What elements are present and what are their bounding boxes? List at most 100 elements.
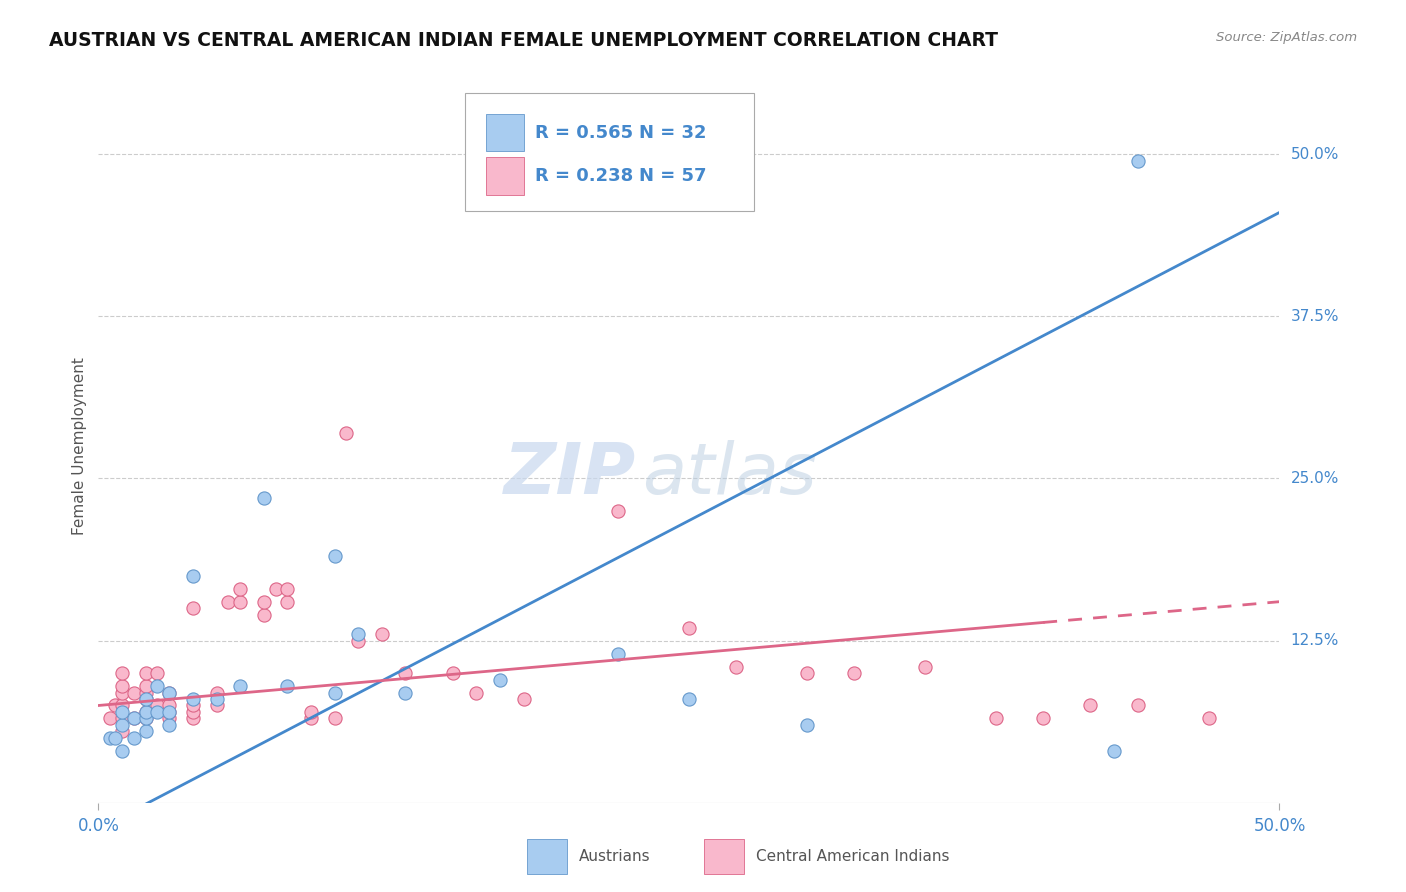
FancyBboxPatch shape bbox=[527, 838, 567, 874]
Austrians bbox=[253, 491, 276, 505]
Central American Indians bbox=[98, 711, 121, 725]
Central American Indians bbox=[347, 633, 370, 648]
Text: 37.5%: 37.5% bbox=[1291, 309, 1339, 324]
Central American Indians bbox=[229, 582, 252, 596]
Central American Indians bbox=[299, 705, 322, 719]
Central American Indians bbox=[607, 504, 630, 518]
Central American Indians bbox=[135, 666, 157, 681]
Austrians bbox=[98, 731, 121, 745]
Central American Indians bbox=[984, 711, 1007, 725]
Central American Indians bbox=[181, 698, 204, 713]
Austrians bbox=[146, 679, 169, 693]
Central American Indians bbox=[135, 679, 157, 693]
FancyBboxPatch shape bbox=[486, 114, 523, 152]
Austrians bbox=[323, 685, 346, 699]
Austrians bbox=[1102, 744, 1125, 758]
Austrians bbox=[104, 731, 127, 745]
Central American Indians bbox=[914, 659, 936, 673]
Central American Indians bbox=[229, 595, 252, 609]
Central American Indians bbox=[111, 724, 134, 739]
Central American Indians bbox=[394, 666, 416, 681]
Central American Indians bbox=[371, 627, 394, 641]
Central American Indians bbox=[276, 595, 298, 609]
Austrians bbox=[1126, 153, 1149, 168]
Central American Indians bbox=[205, 685, 228, 699]
FancyBboxPatch shape bbox=[486, 157, 523, 194]
Central American Indians bbox=[111, 666, 134, 681]
Text: 25.0%: 25.0% bbox=[1291, 471, 1339, 486]
Central American Indians bbox=[111, 679, 134, 693]
Text: 50.0%: 50.0% bbox=[1291, 146, 1339, 161]
Central American Indians bbox=[1198, 711, 1220, 725]
Central American Indians bbox=[1032, 711, 1054, 725]
Central American Indians bbox=[146, 666, 169, 681]
Central American Indians bbox=[135, 685, 157, 699]
Central American Indians bbox=[135, 705, 157, 719]
Central American Indians bbox=[157, 711, 180, 725]
Central American Indians bbox=[678, 621, 700, 635]
Central American Indians bbox=[111, 685, 134, 699]
Text: Central American Indians: Central American Indians bbox=[756, 849, 950, 863]
Austrians bbox=[229, 679, 252, 693]
Central American Indians bbox=[135, 692, 157, 706]
Austrians bbox=[157, 685, 180, 699]
Austrians bbox=[607, 647, 630, 661]
Central American Indians bbox=[181, 705, 204, 719]
Austrians bbox=[135, 692, 157, 706]
Austrians bbox=[205, 692, 228, 706]
Central American Indians bbox=[1126, 698, 1149, 713]
Austrians bbox=[181, 692, 204, 706]
Central American Indians bbox=[157, 705, 180, 719]
Text: 12.5%: 12.5% bbox=[1291, 633, 1339, 648]
Austrians bbox=[157, 718, 180, 732]
Austrians bbox=[111, 705, 134, 719]
Austrians bbox=[157, 705, 180, 719]
Austrians bbox=[122, 731, 145, 745]
Central American Indians bbox=[335, 425, 357, 440]
Central American Indians bbox=[135, 711, 157, 725]
Austrians bbox=[111, 718, 134, 732]
Central American Indians bbox=[725, 659, 748, 673]
Central American Indians bbox=[441, 666, 464, 681]
Austrians bbox=[678, 692, 700, 706]
Text: atlas: atlas bbox=[641, 440, 817, 509]
Text: Source: ZipAtlas.com: Source: ZipAtlas.com bbox=[1216, 31, 1357, 45]
Central American Indians bbox=[181, 601, 204, 615]
Austrians bbox=[135, 724, 157, 739]
Central American Indians bbox=[111, 698, 134, 713]
Central American Indians bbox=[465, 685, 488, 699]
Text: Austrians: Austrians bbox=[579, 849, 651, 863]
Central American Indians bbox=[299, 711, 322, 725]
Central American Indians bbox=[264, 582, 287, 596]
Central American Indians bbox=[111, 711, 134, 725]
Austrians bbox=[796, 718, 818, 732]
Austrians bbox=[146, 705, 169, 719]
FancyBboxPatch shape bbox=[464, 93, 754, 211]
Austrians bbox=[122, 711, 145, 725]
Central American Indians bbox=[122, 711, 145, 725]
FancyBboxPatch shape bbox=[704, 838, 744, 874]
Austrians bbox=[135, 705, 157, 719]
Austrians bbox=[489, 673, 512, 687]
Central American Indians bbox=[146, 698, 169, 713]
Austrians bbox=[394, 685, 416, 699]
Central American Indians bbox=[844, 666, 866, 681]
Text: N = 57: N = 57 bbox=[640, 167, 707, 185]
Austrians bbox=[181, 568, 204, 582]
Austrians bbox=[135, 711, 157, 725]
Central American Indians bbox=[253, 607, 276, 622]
Austrians bbox=[276, 679, 298, 693]
Central American Indians bbox=[122, 685, 145, 699]
Central American Indians bbox=[205, 698, 228, 713]
Central American Indians bbox=[157, 685, 180, 699]
Central American Indians bbox=[1080, 698, 1102, 713]
Central American Indians bbox=[512, 692, 534, 706]
Text: ZIP: ZIP bbox=[503, 440, 636, 509]
Text: AUSTRIAN VS CENTRAL AMERICAN INDIAN FEMALE UNEMPLOYMENT CORRELATION CHART: AUSTRIAN VS CENTRAL AMERICAN INDIAN FEMA… bbox=[49, 31, 998, 50]
Central American Indians bbox=[181, 711, 204, 725]
Central American Indians bbox=[217, 595, 239, 609]
Text: N = 32: N = 32 bbox=[640, 124, 707, 142]
Central American Indians bbox=[323, 711, 346, 725]
Central American Indians bbox=[253, 595, 276, 609]
Central American Indians bbox=[276, 582, 298, 596]
